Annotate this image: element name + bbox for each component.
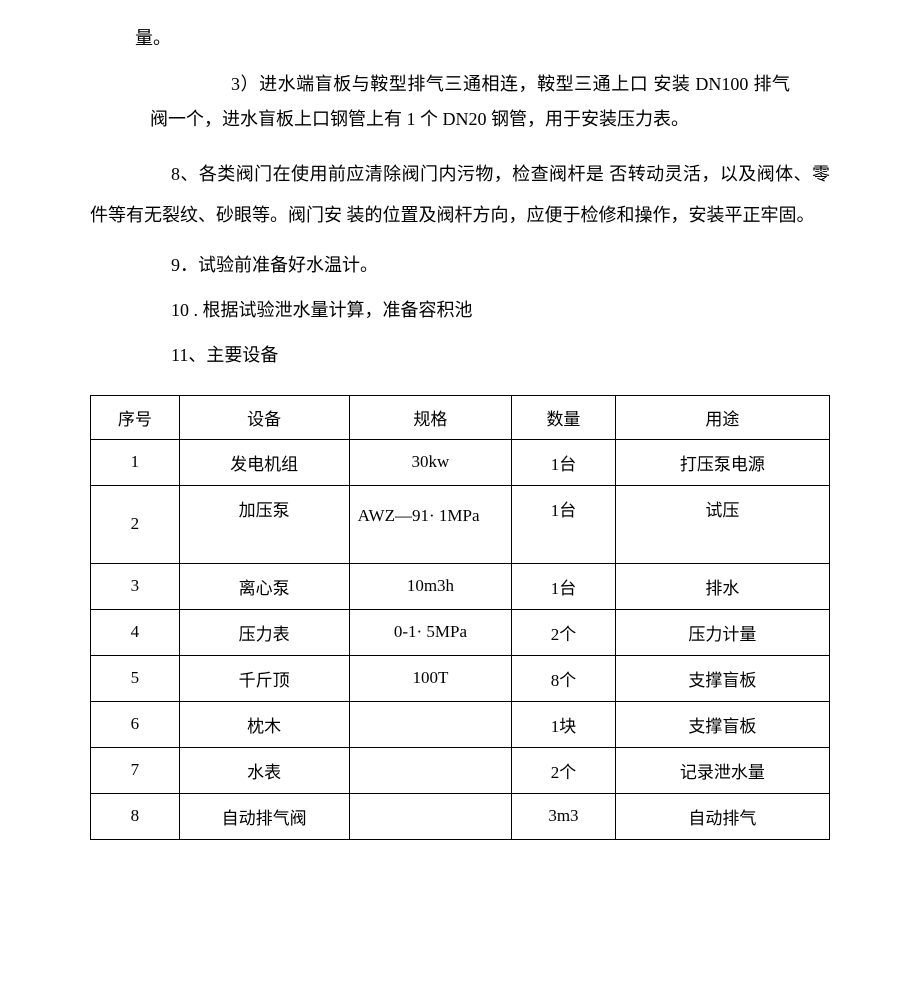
cell-spec: AWZ—91· 1MPa [349,485,512,563]
cell-seq: 8 [91,793,180,839]
table-row: 8 自动排气阀 3m3 自动排气 [91,793,830,839]
header-seq: 序号 [91,395,180,439]
paragraph-9: 9．试验前准备好水温计。 [90,245,830,286]
cell-seq: 1 [91,439,180,485]
cell-use: 试压 [615,485,829,563]
equipment-table: 序号 设备 规格 数量 用途 1 发电机组 30kw 1台 打压泵电源 2 加压… [90,395,830,840]
table-row: 2 加压泵 AWZ—91· 1MPa 1台 试压 [91,485,830,563]
table-row: 5 千斤顶 100T 8个 支撑盲板 [91,655,830,701]
cell-spec: 100T [349,655,512,701]
cell-equip: 发电机组 [179,439,349,485]
cell-seq: 2 [91,485,180,563]
table-row: 7 水表 2个 记录泄水量 [91,747,830,793]
cell-use: 记录泄水量 [615,747,829,793]
paragraph-continuation: 量。 [90,18,830,59]
cell-equip: 压力表 [179,609,349,655]
cell-equip: 自动排气阀 [179,793,349,839]
header-spec: 规格 [349,395,512,439]
cell-spec: 30kw [349,439,512,485]
cell-qty: 2个 [512,609,615,655]
table-header-row: 序号 设备 规格 数量 用途 [91,395,830,439]
header-equip: 设备 [179,395,349,439]
cell-spec [349,793,512,839]
cell-qty: 3m3 [512,793,615,839]
cell-qty: 8个 [512,655,615,701]
cell-equip: 离心泵 [179,563,349,609]
cell-seq: 6 [91,701,180,747]
paragraph-11: 11、主要设备 [90,335,830,376]
cell-seq: 3 [91,563,180,609]
cell-equip: 水表 [179,747,349,793]
cell-use: 排水 [615,563,829,609]
cell-qty: 1块 [512,701,615,747]
cell-use: 压力计量 [615,609,829,655]
cell-use: 自动排气 [615,793,829,839]
cell-spec [349,747,512,793]
cell-equip: 枕木 [179,701,349,747]
cell-equip: 加压泵 [179,485,349,563]
paragraph-10: 10 . 根据试验泄水量计算，准备容积池 [90,290,830,331]
table-row: 3 离心泵 10m3h 1台 排水 [91,563,830,609]
paragraph-8: 8、各类阀门在使用前应清除阀门内污物，检查阀杆是 否转动灵活，以及阀体、零件等有… [90,154,830,237]
cell-spec: 10m3h [349,563,512,609]
cell-equip: 千斤顶 [179,655,349,701]
cell-spec [349,701,512,747]
cell-seq: 5 [91,655,180,701]
header-qty: 数量 [512,395,615,439]
cell-use: 支撑盲板 [615,655,829,701]
table-row: 4 压力表 0-1· 5MPa 2个 压力计量 [91,609,830,655]
cell-qty: 1台 [512,485,615,563]
cell-use: 打压泵电源 [615,439,829,485]
cell-seq: 4 [91,609,180,655]
cell-use: 支撑盲板 [615,701,829,747]
cell-spec: 0-1· 5MPa [349,609,512,655]
cell-qty: 1台 [512,439,615,485]
header-use: 用途 [615,395,829,439]
table-row: 1 发电机组 30kw 1台 打压泵电源 [91,439,830,485]
paragraph-item-3: 3）进水端盲板与鞍型排气三通相连，鞍型三通上口 安装 DN100 排气阀一个，进… [90,67,830,135]
cell-seq: 7 [91,747,180,793]
cell-qty: 2个 [512,747,615,793]
cell-qty: 1台 [512,563,615,609]
table-row: 6 枕木 1块 支撑盲板 [91,701,830,747]
